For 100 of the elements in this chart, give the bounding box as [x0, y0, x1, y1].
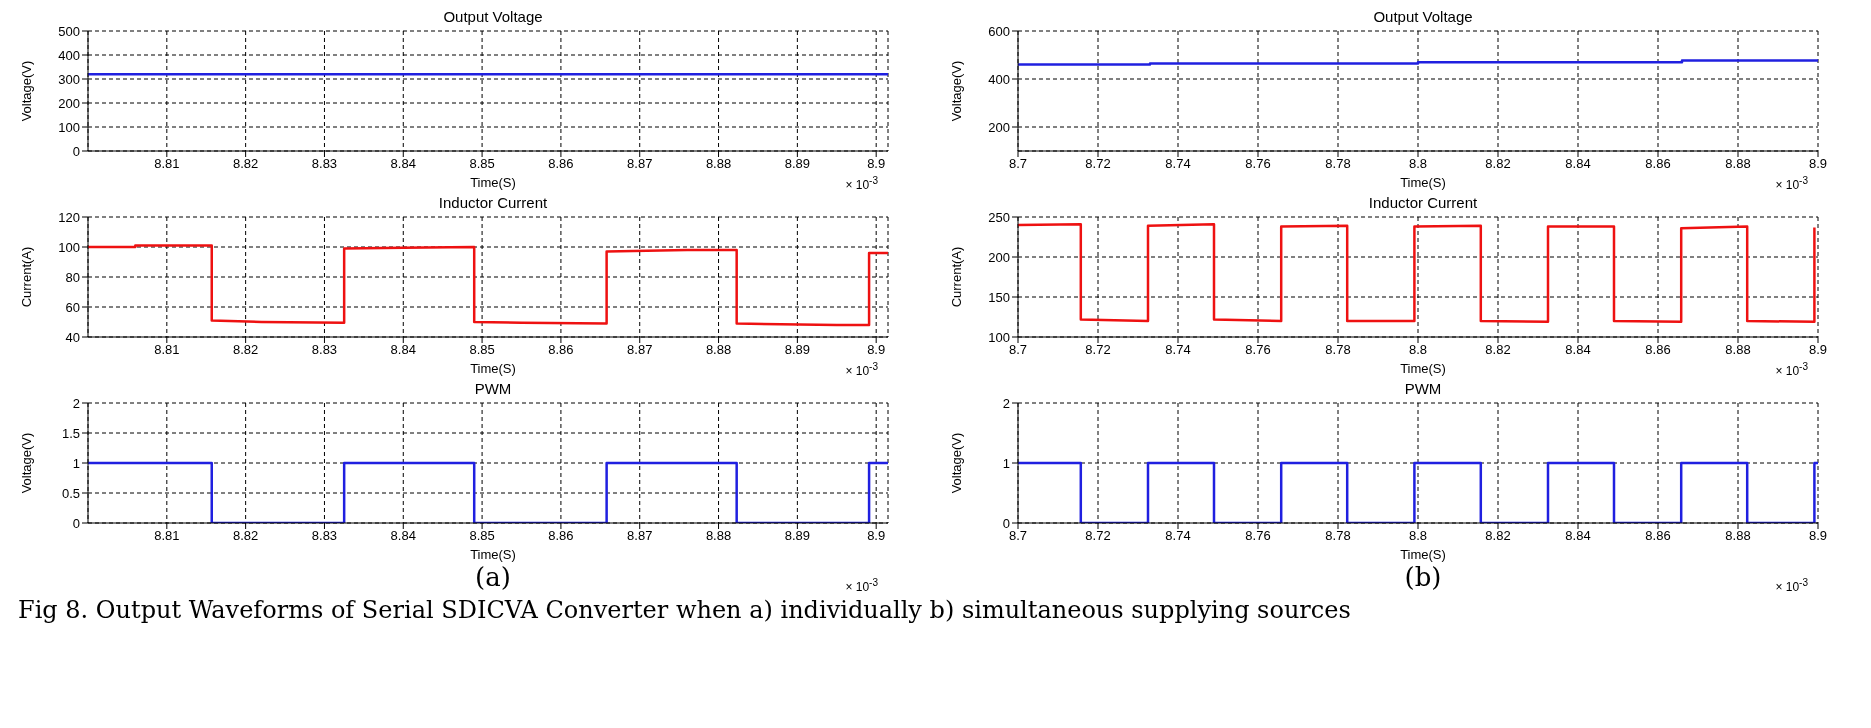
x-tick-label: 8.88	[1725, 156, 1751, 172]
x-tick-label: 8.74	[1165, 528, 1191, 544]
x-tick-label: 8.88	[1725, 528, 1751, 544]
x-axis-title: Time(S)	[469, 547, 517, 562]
chart-title: Inductor Current	[1367, 194, 1479, 211]
x-tick-label: 8.81	[154, 342, 180, 358]
x-tick-label: 8.74	[1165, 156, 1191, 172]
y-tick-label: 0	[72, 515, 80, 531]
x-tick-label: 8.82	[232, 342, 259, 358]
y-tick-label: 100	[988, 329, 1010, 345]
x-tick-label: 8.72	[1085, 156, 1111, 172]
x-tick-label: 8.87	[627, 156, 653, 172]
y-tick-label: 500	[58, 23, 80, 39]
x-tick-label: 8.84	[1565, 342, 1591, 358]
y-tick-label: 100	[58, 239, 80, 255]
x-tick-label: 8.74	[1165, 342, 1191, 358]
x-tick-label: 8.84	[1565, 156, 1591, 172]
y-axis-title: Voltage(V)	[948, 60, 964, 122]
y-tick-label: 0	[1002, 515, 1010, 531]
line-series	[88, 244, 888, 327]
x-tick-label: 8.81	[154, 528, 180, 544]
x-tick-label: 8.87	[627, 342, 653, 358]
x-tick-label: 8.89	[784, 156, 811, 172]
y-axis-title: Voltage(V)	[18, 432, 34, 494]
chart-title: PWM	[1403, 380, 1443, 397]
x-tick-label: 8.8	[1408, 156, 1428, 172]
y-tick-label: 400	[58, 47, 80, 63]
y-tick-label: 200	[988, 249, 1010, 265]
text: × 10$^{-3}$	[845, 361, 878, 378]
x-tick-label: 8.84	[390, 528, 416, 544]
x-tick-label: 8.86	[548, 342, 574, 358]
y-tick-label: 80	[65, 269, 80, 285]
caption: Fig 8. Output Waveforms of Serial SDICVA Converter when a) individually b) simultaneous supplying sources	[17, 596, 1352, 624]
x-tick-label: 8.82	[1485, 528, 1511, 544]
y-tick-label: 100	[58, 119, 80, 135]
x-tick-label: 8.8	[1408, 528, 1428, 544]
x-tick-label: 8.85	[469, 156, 495, 172]
x-axis-title: Time(S)	[1400, 361, 1446, 376]
text: × 10$^{-3}$	[845, 577, 878, 594]
x-tick-label: 8.86	[548, 528, 574, 544]
x-tick-label: 8.7	[1008, 156, 1028, 172]
y-tick-label: 300	[58, 71, 80, 87]
y-tick-label: 2	[72, 395, 80, 411]
y-axis-title: Current(A)	[948, 246, 964, 308]
x-axis-title: Time(S)	[1400, 175, 1446, 190]
x-tick-label: 8.7	[1008, 528, 1028, 544]
x-tick-label: 8.81	[154, 156, 180, 172]
x-tick-label: 8.8	[1408, 342, 1428, 358]
x-tick-label: 8.9	[1808, 528, 1828, 544]
text: × 10$^{-3}$	[1775, 175, 1808, 192]
x-tick-label: 8.83	[311, 528, 338, 544]
x-tick-label: 8.78	[1325, 156, 1351, 172]
y-axis-title: Voltage(V)	[18, 60, 34, 122]
x-tick-label: 8.72	[1085, 528, 1111, 544]
chart-title: Output Voltage	[442, 8, 544, 25]
x-tick-label: 8.9	[1808, 156, 1828, 172]
text: × 10$^{-3}$	[1775, 577, 1808, 594]
y-tick-label: 120	[58, 209, 80, 225]
y-tick-label: 1	[1002, 455, 1010, 471]
x-tick-label: 8.9	[867, 342, 886, 358]
x-tick-label: 8.86	[1645, 342, 1671, 358]
text: × 10$^{-3}$	[1775, 361, 1808, 378]
x-tick-label: 8.78	[1325, 342, 1351, 358]
x-tick-label: 8.76	[1245, 342, 1271, 358]
y-tick-label: 60	[65, 299, 80, 315]
y-tick-label: 200	[58, 95, 80, 111]
x-tick-label: 8.76	[1245, 528, 1271, 544]
y-axis-title: Current(A)	[18, 246, 34, 308]
y-axis-title: Voltage(V)	[948, 432, 964, 494]
y-tick-label: 600	[988, 23, 1010, 39]
y-tick-label: 0	[72, 143, 80, 159]
x-tick-label: 8.88	[705, 528, 732, 544]
x-axis-title: Time(S)	[470, 175, 516, 190]
x-tick-label: 8.82	[232, 528, 259, 544]
x-tick-label: 8.86	[548, 156, 574, 172]
x-tick-label: 8.72	[1085, 342, 1111, 358]
x-tick-label: 8.85	[469, 342, 495, 358]
y-tick-label: 2	[1002, 395, 1010, 411]
y-tick-label: 1	[72, 455, 80, 471]
x-tick-label: 8.78	[1325, 528, 1351, 544]
x-tick-label: 8.88	[705, 156, 732, 172]
chart-title: Inductor Current	[437, 194, 549, 211]
y-tick-label: 400	[988, 71, 1010, 87]
y-tick-label: 150	[988, 289, 1010, 305]
x-tick-label: 8.86	[1645, 528, 1671, 544]
x-tick-label: 8.85	[469, 528, 495, 544]
text: (a)	[475, 562, 511, 592]
x-tick-label: 8.82	[232, 156, 259, 172]
line-series	[1018, 222, 1816, 324]
x-tick-label: 8.82	[1485, 342, 1511, 358]
x-tick-label: 8.7	[1008, 342, 1028, 358]
x-tick-label: 8.9	[867, 156, 886, 172]
chart-title: PWM	[473, 380, 513, 397]
x-tick-label: 8.84	[390, 342, 416, 358]
y-tick-label: 1.5	[61, 425, 80, 441]
text: (b)	[1404, 562, 1442, 592]
x-tick-label: 8.88	[1725, 342, 1751, 358]
y-tick-label: 40	[65, 329, 80, 345]
text: × 10$^{-3}$	[845, 175, 878, 192]
x-tick-label: 8.89	[784, 528, 811, 544]
